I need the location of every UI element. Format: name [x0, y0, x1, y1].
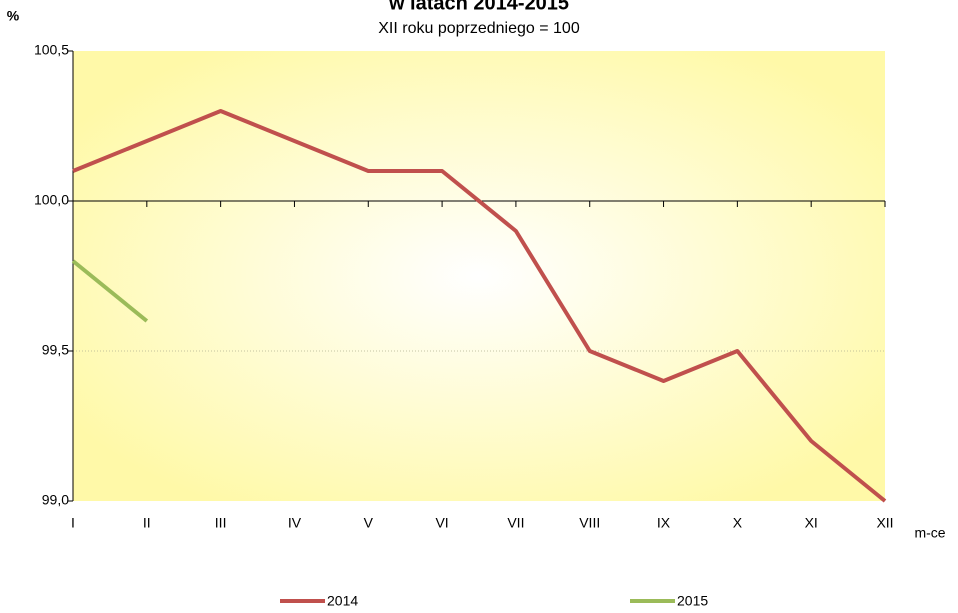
x-tick-label: VIII — [579, 515, 600, 531]
x-tick-label: III — [215, 515, 227, 531]
y-tick-label: 100,5 — [34, 42, 69, 58]
chart-subtitle: XII roku poprzedniego = 100 — [378, 20, 580, 37]
x-tick-label: XII — [876, 515, 893, 531]
x-tick-label: X — [733, 515, 743, 531]
legend-label: 2015 — [677, 593, 708, 609]
x-tick-label: XI — [805, 515, 818, 531]
x-tick-label: IV — [288, 515, 302, 531]
y-tick-label: 99,0 — [42, 492, 69, 508]
chart-title: w latach 2014-2015 — [388, 0, 569, 14]
x-axis-label: m-ce — [914, 525, 945, 541]
x-tick-label: VII — [507, 515, 524, 531]
legend-label: 2014 — [327, 593, 358, 609]
x-tick-label: V — [364, 515, 374, 531]
x-tick-label: IX — [657, 515, 671, 531]
plot-area — [73, 51, 885, 501]
y-axis-label: % — [7, 8, 20, 24]
x-tick-label: I — [71, 515, 75, 531]
y-tick-label: 100,0 — [34, 192, 69, 208]
series-line — [72, 109, 887, 503]
x-tick-label: VI — [435, 515, 448, 531]
series-line — [71, 259, 149, 323]
y-tick-label: 99,5 — [42, 342, 69, 358]
x-tick-label: II — [143, 515, 151, 531]
